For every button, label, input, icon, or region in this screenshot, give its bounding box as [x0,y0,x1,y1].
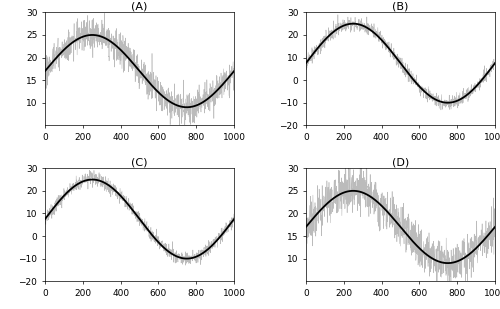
Title: (A): (A) [132,2,148,11]
Title: (D): (D) [392,158,409,167]
Title: (C): (C) [132,158,148,167]
Title: (B): (B) [392,2,408,11]
